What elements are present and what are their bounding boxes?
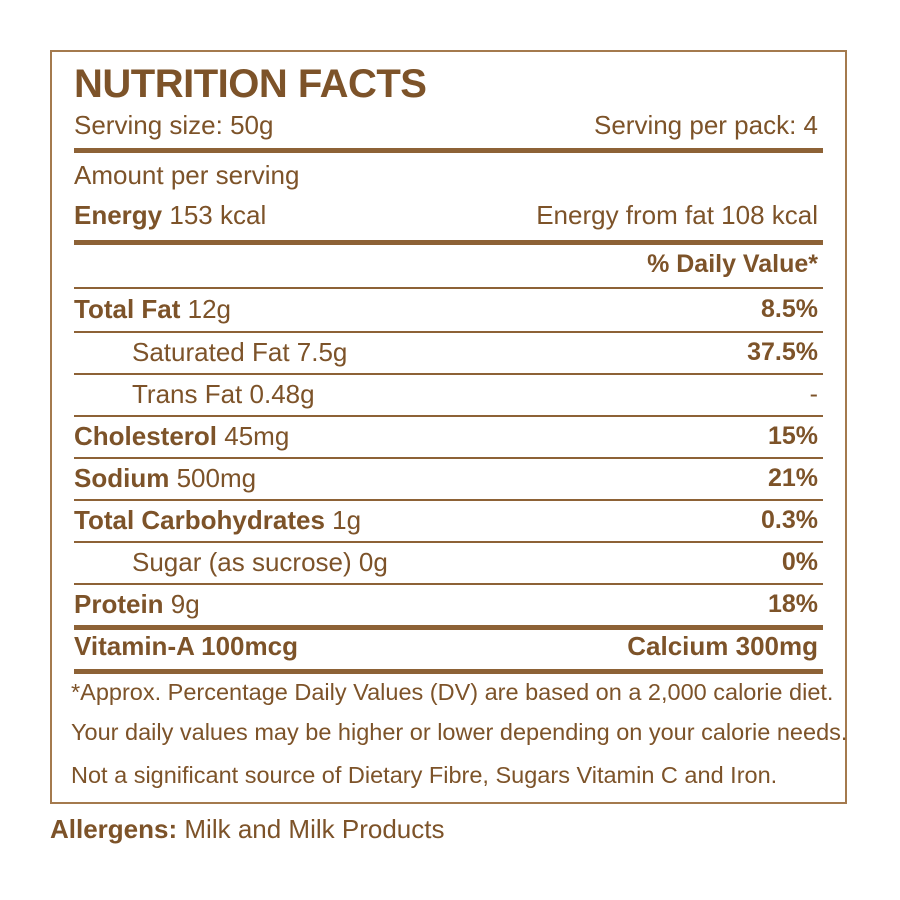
nutrient-amount: 12g — [180, 294, 232, 324]
daily-value: 21% — [767, 464, 818, 492]
daily-value: 0% — [781, 548, 818, 576]
nutrient-amount: 1g — [324, 505, 362, 535]
nutrient-amount: 45mg — [217, 421, 290, 451]
allergens-label: Allergens: — [50, 814, 178, 844]
daily-value: 15% — [767, 422, 818, 450]
divider — [74, 331, 823, 333]
allergens-line: Allergens: Milk and Milk Products — [50, 814, 444, 845]
divider — [74, 148, 823, 153]
table-row: Protein 9g — [74, 589, 200, 620]
footnote-daily-values: *Approx. Percentage Daily Values (DV) ar… — [71, 679, 834, 705]
serving-per-pack: Serving per pack: 4 — [593, 110, 818, 140]
daily-value: 37.5% — [747, 338, 818, 366]
energy-label: Energy — [74, 200, 163, 230]
table-row: Saturated Fat 7.5g — [132, 337, 348, 367]
divider — [74, 240, 823, 245]
table-row: Sodium 500mg — [74, 463, 256, 494]
divider — [74, 457, 823, 459]
divider — [74, 669, 823, 674]
table-row: Trans Fat 0.48g — [132, 379, 315, 409]
calcium: Calcium 300mg — [627, 631, 818, 661]
nutrient-name: Total Fat — [74, 294, 181, 324]
energy-from-fat: Energy from fat 108 kcal — [536, 200, 818, 230]
daily-value: 8.5% — [761, 295, 818, 323]
nutrient-name: Protein — [74, 589, 164, 619]
table-row: Sugar (as sucrose) 0g — [132, 547, 388, 577]
daily-value: - — [809, 380, 818, 408]
divider — [74, 625, 823, 630]
table-row: Total Carbohydrates 1g — [74, 505, 361, 536]
divider — [74, 499, 823, 501]
daily-value: 18% — [767, 590, 818, 618]
footnote-calorie-needs: Your daily values may be higher or lower… — [71, 719, 848, 745]
nutrient-name: Cholesterol — [74, 421, 218, 451]
nutrient-amount: 9g — [163, 589, 200, 619]
energy-value: 153 kcal — [162, 200, 267, 230]
daily-value-header: % Daily Value* — [647, 250, 818, 278]
serving-size: Serving size: 50g — [74, 110, 274, 140]
divider — [74, 373, 823, 375]
divider — [74, 583, 823, 585]
nutrition-facts-panel: NUTRITION FACTS Serving size: 50g Servin… — [50, 50, 847, 804]
footnote-not-significant: Not a significant source of Dietary Fibr… — [71, 762, 778, 788]
nutrient-amount: 500mg — [169, 463, 257, 493]
divider — [74, 541, 823, 543]
nutrient-name: Total Carbohydrates — [74, 505, 325, 535]
table-row: Total Fat 12g — [74, 294, 231, 325]
amount-per-serving: Amount per serving — [74, 160, 300, 190]
divider — [74, 287, 823, 289]
vitamin-a: Vitamin-A 100mcg — [74, 631, 298, 661]
nutrient-name: Sodium — [74, 463, 170, 493]
daily-value: 0.3% — [761, 506, 818, 534]
divider — [74, 415, 823, 417]
panel-title: NUTRITION FACTS — [74, 62, 427, 106]
energy-line: Energy 153 kcal — [74, 200, 266, 231]
table-row: Cholesterol 45mg — [74, 421, 289, 452]
allergens-value: Milk and Milk Products — [177, 814, 445, 844]
